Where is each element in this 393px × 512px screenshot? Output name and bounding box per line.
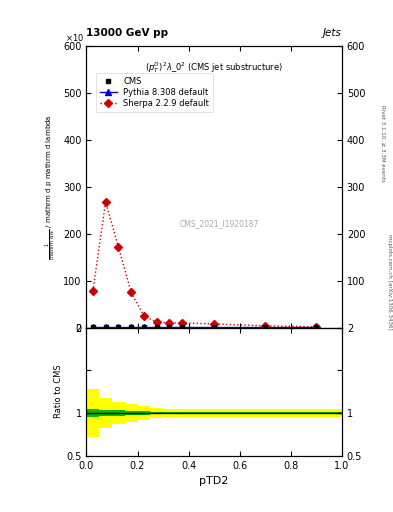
Text: $\times 10$: $\times 10$ [65, 32, 84, 43]
Sherpa 2.2.9 default [90, 288, 95, 294]
CMS [129, 324, 134, 330]
CMS [103, 324, 108, 330]
Text: $(p_T^D)^2\lambda\_0^2$ (CMS jet substructure): $(p_T^D)^2\lambda\_0^2$ (CMS jet substru… [145, 60, 283, 75]
Sherpa 2.2.9 default [180, 320, 185, 326]
Y-axis label: $\mathrm{\frac{1}{mathrm\ d\ N}\ /\ mathrm\ d\ p\ mathrm\ d\ lambda}$: $\mathrm{\frac{1}{mathrm\ d\ N}\ /\ math… [43, 114, 57, 260]
CMS [180, 324, 185, 330]
CMS [212, 324, 217, 330]
Text: mcplots.cern.ch [arXiv:1306.3436]: mcplots.cern.ch [arXiv:1306.3436] [387, 234, 391, 329]
Pythia 8.308 default [154, 324, 159, 330]
Sherpa 2.2.9 default [167, 320, 172, 326]
CMS [141, 324, 146, 330]
Pythia 8.308 default [180, 324, 185, 330]
Sherpa 2.2.9 default [103, 199, 108, 205]
CMS [263, 324, 268, 330]
Sherpa 2.2.9 default [263, 323, 268, 329]
Y-axis label: Ratio to CMS: Ratio to CMS [55, 365, 63, 418]
Pythia 8.308 default [90, 324, 95, 330]
Line: Pythia 8.308 default: Pythia 8.308 default [90, 324, 319, 330]
Sherpa 2.2.9 default [129, 289, 134, 295]
Pythia 8.308 default [212, 324, 217, 330]
Text: Rivet 3.1.10, ≥ 3.3M events: Rivet 3.1.10, ≥ 3.3M events [381, 105, 386, 182]
Pythia 8.308 default [103, 324, 108, 330]
X-axis label: pTD2: pTD2 [200, 476, 229, 486]
Pythia 8.308 default [141, 324, 146, 330]
Line: Sherpa 2.2.9 default: Sherpa 2.2.9 default [90, 199, 319, 330]
Pythia 8.308 default [129, 324, 134, 330]
Text: CMS_2021_I1920187: CMS_2021_I1920187 [180, 219, 259, 228]
CMS [90, 324, 95, 330]
CMS [314, 324, 319, 330]
CMS [116, 324, 121, 330]
Pythia 8.308 default [116, 324, 121, 330]
Sherpa 2.2.9 default [212, 321, 217, 327]
Pythia 8.308 default [314, 324, 319, 330]
Legend: CMS, Pythia 8.308 default, Sherpa 2.2.9 default: CMS, Pythia 8.308 default, Sherpa 2.2.9 … [96, 73, 213, 112]
Text: 13000 GeV pp: 13000 GeV pp [86, 28, 169, 38]
Sherpa 2.2.9 default [141, 313, 146, 319]
Sherpa 2.2.9 default [154, 319, 159, 325]
CMS [167, 324, 172, 330]
Text: Jets: Jets [323, 28, 342, 38]
Line: CMS: CMS [90, 324, 319, 329]
CMS [154, 324, 159, 330]
Sherpa 2.2.9 default [314, 324, 319, 330]
Pythia 8.308 default [167, 324, 172, 330]
Sherpa 2.2.9 default [116, 244, 121, 250]
Pythia 8.308 default [263, 324, 268, 330]
